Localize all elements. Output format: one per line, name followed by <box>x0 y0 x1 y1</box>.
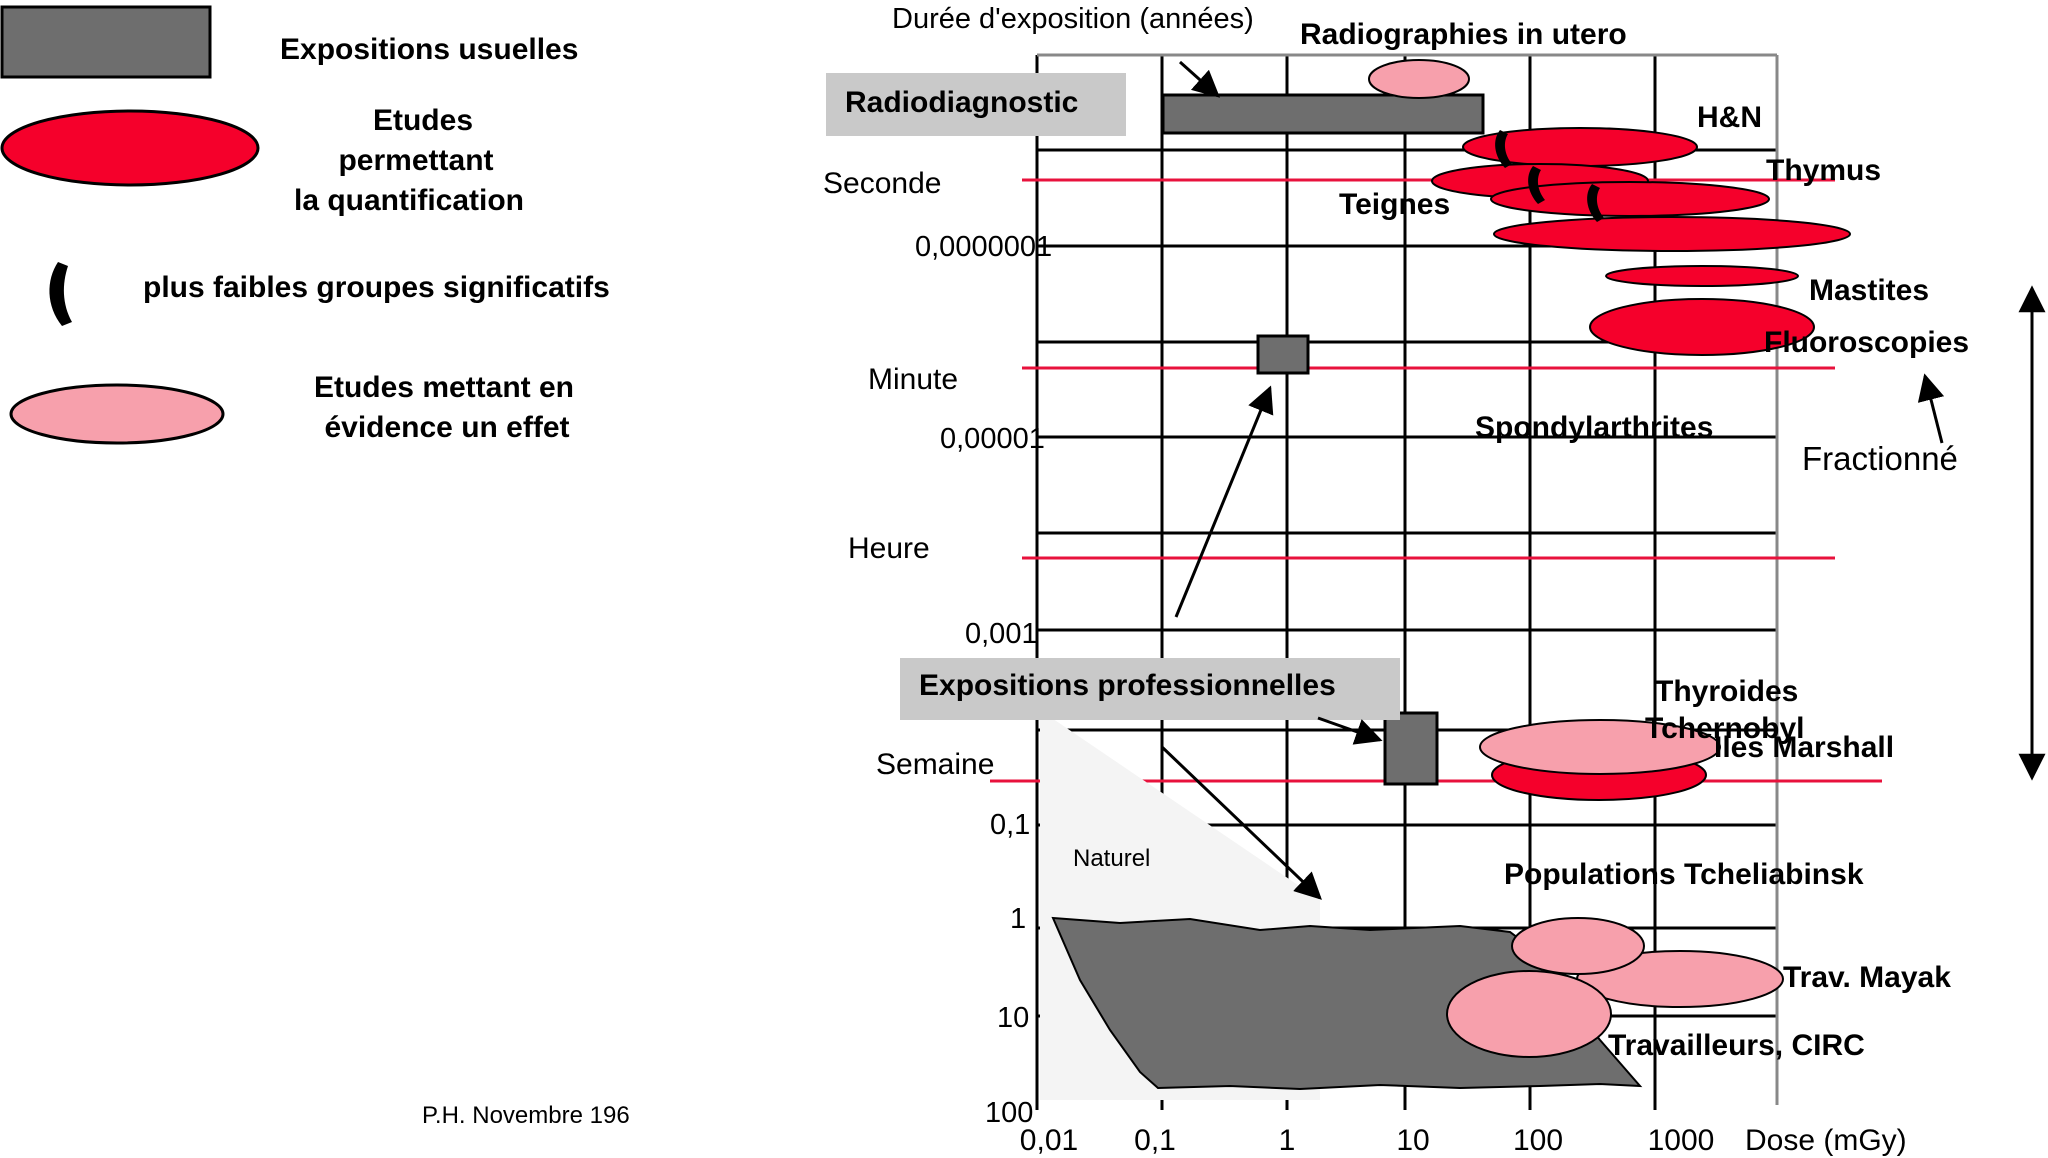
legend-quant-line2: permettant <box>338 144 493 177</box>
label-tcheliabinsk: Populations Tcheliabinsk <box>1504 858 1864 891</box>
thymus-ellipse <box>1490 181 1770 217</box>
label-fluoro: Fluoroscopies <box>1764 326 1969 359</box>
pro-box <box>900 658 1400 720</box>
label-marshall: Iles Marshall <box>1714 731 1894 764</box>
label-circ: Travailleurs, CIRC <box>1608 1029 1865 1062</box>
time-label-seconde: Seconde <box>823 167 941 200</box>
x-tick-100: 100 <box>1513 1124 1563 1157</box>
legend-quant-line3: la quantification <box>294 184 524 217</box>
thyroides-ellipse <box>1479 719 1721 775</box>
arrow-fractionne <box>1917 373 1945 444</box>
credit-text: P.H. Novembre 196 <box>422 1102 630 1129</box>
arrow-week <box>1317 716 1383 745</box>
thymus-ellipse-2 <box>1493 216 1851 252</box>
label-utero: Radiographies in utero <box>1300 18 1627 51</box>
legend: Expositions usuelles Etudes permettant l… <box>0 5 610 445</box>
y-tick-10: 10 <box>997 1002 1029 1034</box>
radiodiag-box-label: Radiodiagnostic <box>845 86 1078 119</box>
natural-label: Naturel <box>1073 845 1150 872</box>
arrow-minute <box>1174 385 1274 618</box>
label-teignes: Teignes <box>1339 188 1450 221</box>
label-hn: H&N <box>1697 101 1762 134</box>
tcheliabinsk-ellipse <box>1511 917 1645 975</box>
x-tick-0-01: 0,01 <box>1020 1124 1078 1157</box>
x-axis-title: Dose (mGy) <box>1745 1124 1907 1157</box>
arrow-natural <box>1160 745 1322 900</box>
x-tick-1: 1 <box>1279 1124 1296 1157</box>
fluoro-ellipse <box>1589 298 1815 356</box>
legend-pink-ellipse <box>9 383 225 445</box>
legend-effect-line2: évidence un effet <box>324 411 569 444</box>
radiodiag-bar <box>1161 93 1485 135</box>
week-rect <box>1383 711 1439 786</box>
arrow-radiodiag <box>1178 60 1221 98</box>
y-tick-100: 100 <box>985 1097 1033 1129</box>
lowest-markers <box>1495 130 1604 222</box>
label-tchernobyl: Tchernobyl <box>1645 712 1804 745</box>
minute-square <box>1256 334 1310 375</box>
legend-lowest-label: plus faibles groupes significatifs <box>143 271 610 304</box>
x-tick-10: 10 <box>1396 1124 1429 1157</box>
legend-grey-rect <box>0 5 212 79</box>
label-thymus: Thymus <box>1766 154 1881 187</box>
radiodiag-box <box>826 73 1126 136</box>
label-mayak: Trav. Mayak <box>1783 961 1951 994</box>
utero-ellipse <box>1368 59 1470 99</box>
legend-effect-line1: Etudes mettant en <box>314 371 574 404</box>
y-tick-1: 1 <box>1010 903 1026 935</box>
time-label-minute: Minute <box>868 363 958 396</box>
label-thyroides: Thyroides <box>1655 675 1798 708</box>
x-tick-1000: 1000 <box>1648 1124 1715 1157</box>
circ-ellipse <box>1446 970 1612 1058</box>
lowest-group-marker-icon <box>49 262 72 326</box>
x-tick-0-1: 0,1 <box>1134 1124 1176 1157</box>
time-label-semaine: Semaine <box>876 748 994 781</box>
y-tick-1e-3: 0,001 <box>965 618 1038 650</box>
lowest-marker-1-icon <box>1495 130 1512 168</box>
label-mastites: Mastites <box>1809 274 1929 307</box>
y-tick-0-1: 0,1 <box>990 809 1030 841</box>
lowest-marker-2-icon <box>1528 166 1545 204</box>
legend-usual-label: Expositions usuelles <box>280 33 578 66</box>
y-axis-title: Durée d'exposition (années) <box>892 3 1254 35</box>
lowest-marker-3-icon <box>1587 184 1604 222</box>
label-spondy: Spondylarthrites <box>1475 411 1713 444</box>
y-tick-1e-7: 0,0000001 <box>915 231 1052 263</box>
time-label-heure: Heure <box>848 532 930 565</box>
pro-box-label: Expositions professionnelles <box>919 669 1336 702</box>
mastites-ellipse <box>1605 265 1799 287</box>
y-tick-1e-5: 0,00001 <box>940 423 1045 455</box>
legend-quant-line1: Etudes <box>373 104 473 137</box>
legend-red-ellipse <box>0 109 260 187</box>
label-fractionne: Fractionné <box>1802 440 1958 477</box>
